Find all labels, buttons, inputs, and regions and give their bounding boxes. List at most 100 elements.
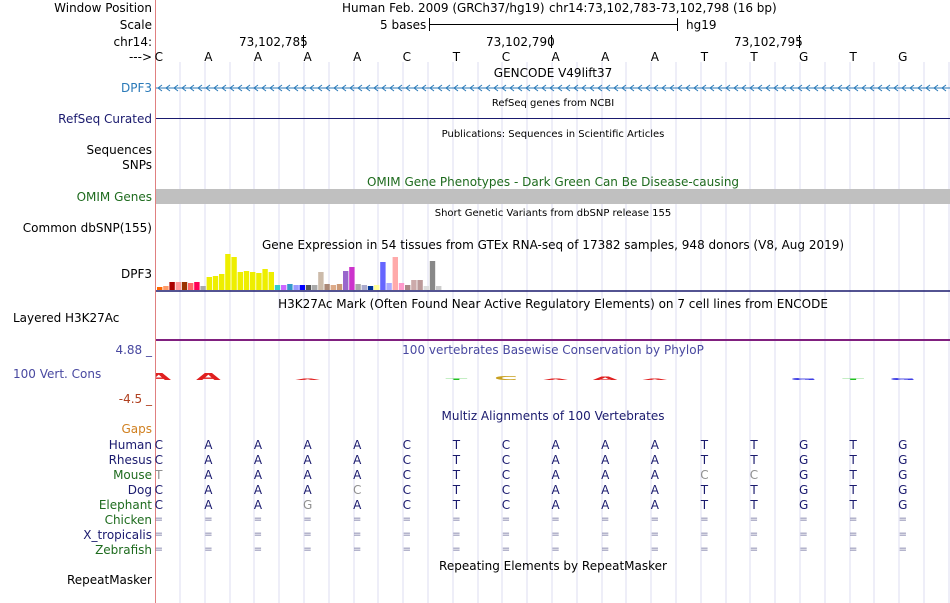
gtex-tissue-bar[interactable]: [343, 271, 349, 290]
alignment-base: A: [253, 498, 263, 512]
gtex-tissue-bar[interactable]: [429, 261, 436, 290]
gtex-tissue-bar[interactable]: [380, 262, 386, 290]
alignment-base: C: [352, 483, 362, 497]
gtex-tissue-bar[interactable]: [361, 285, 367, 290]
strand-chevron: [205, 84, 211, 92]
gtex-tissue-bar[interactable]: [423, 286, 429, 290]
gtex-tissue-bar[interactable]: [367, 286, 374, 290]
refseq-curated-label[interactable]: RefSeq Curated: [58, 112, 152, 126]
window-position-label[interactable]: Window Position: [54, 1, 152, 15]
gtex-tissue-bar[interactable]: [392, 257, 398, 290]
species-label[interactable]: Mouse: [113, 468, 152, 482]
scale-label[interactable]: Scale: [119, 18, 152, 32]
gtex-tissue-bar[interactable]: [436, 286, 442, 290]
gtex-tissue-bar[interactable]: [398, 283, 405, 290]
gtex-tissue-bar[interactable]: [274, 285, 281, 290]
snps-label[interactable]: SNPs: [122, 158, 152, 172]
species-label[interactable]: Zebrafish: [95, 543, 152, 557]
alignment-base: =: [452, 529, 461, 540]
alignment-base: A: [303, 483, 312, 497]
sequence-base: A: [601, 50, 610, 64]
alignment-base: G: [798, 483, 809, 497]
gtex-tissue-bar[interactable]: [312, 285, 318, 290]
gtex-tissue-bar[interactable]: [305, 285, 312, 290]
sequence-base: C: [501, 50, 511, 64]
alignment-base: T: [750, 498, 758, 512]
omim-genes-label[interactable]: OMIM Genes: [76, 190, 152, 204]
vert-cons-label[interactable]: 100 Vert. Cons: [13, 367, 102, 381]
gtex-tissue-bar[interactable]: [405, 285, 411, 290]
dpf3-gene-model[interactable]: [156, 82, 950, 94]
gtex-tissue-bar[interactable]: [330, 285, 336, 290]
gtex-tissue-bar[interactable]: [225, 254, 231, 290]
omim-gene-bar[interactable]: [156, 189, 950, 204]
gtex-tissue-bar[interactable]: [355, 284, 361, 290]
common-dbsnp-label[interactable]: Common dbSNP(155): [22, 221, 152, 235]
sequence-base: G: [798, 50, 809, 64]
gtex-tissue-bar[interactable]: [188, 283, 194, 290]
gtex-tissue-bar[interactable]: [163, 286, 169, 290]
publications-track-title: Publications: Sequences in Scientific Ar…: [441, 129, 665, 140]
gtex-tissue-bar[interactable]: [169, 282, 175, 290]
strand-chevron: [805, 84, 811, 92]
refseq-gene-line[interactable]: [156, 118, 950, 119]
gtex-tissue-bar[interactable]: [219, 274, 225, 290]
species-label[interactable]: X_tropicalis: [83, 528, 152, 542]
sequences-label[interactable]: Sequences: [86, 143, 152, 157]
gtex-tissue-bar[interactable]: [411, 280, 417, 290]
gaps-label[interactable]: Gaps: [121, 422, 152, 436]
gtex-tissue-bar[interactable]: [262, 269, 268, 290]
alignment-base: =: [848, 529, 858, 540]
alignment-base: C: [402, 483, 411, 497]
chrom-label[interactable]: chr14:: [113, 35, 152, 49]
gtex-tissue-bar[interactable]: [374, 285, 380, 290]
gtex-tissue-bar[interactable]: [250, 272, 256, 290]
alignment-base: C: [154, 498, 163, 512]
strand-chevron: [589, 84, 595, 92]
strand-chevron: [533, 84, 539, 92]
alignment-base: G: [898, 438, 908, 452]
dpf3-gtex-label[interactable]: DPF3: [120, 267, 152, 281]
gtex-tissue-bar[interactable]: [336, 284, 343, 290]
species-label[interactable]: Rhesus: [108, 453, 152, 467]
h3k27ac-signal-line[interactable]: [156, 339, 950, 341]
alignment-base: A: [204, 468, 213, 482]
gtex-tissue-bar[interactable]: [293, 285, 299, 290]
strand-chevron: [653, 84, 659, 92]
species-label[interactable]: Chicken: [104, 513, 152, 527]
gtex-tissue-bar[interactable]: [318, 272, 324, 290]
layered-h3k27ac-label[interactable]: Layered H3K27Ac: [13, 311, 120, 325]
gtex-tissue-bar[interactable]: [256, 273, 262, 290]
gtex-tissue-bar[interactable]: [181, 282, 188, 290]
species-label[interactable]: Human: [108, 438, 152, 452]
species-label[interactable]: Elephant: [98, 498, 152, 512]
strand-chevron: [677, 84, 683, 92]
gtex-tissue-bar[interactable]: [386, 283, 392, 290]
gtex-tissue-bar[interactable]: [194, 282, 200, 290]
gtex-tissue-bar[interactable]: [268, 272, 274, 290]
alignment-base: T: [700, 438, 709, 452]
gtex-tissue-bar[interactable]: [157, 287, 163, 290]
alignment-base: A: [204, 498, 213, 512]
gtex-tissue-bar[interactable]: [243, 271, 250, 290]
gtex-tissue-bar[interactable]: [212, 276, 219, 290]
gtex-tissue-bar[interactable]: [287, 284, 293, 290]
gtex-tissue-bar[interactable]: [237, 272, 243, 290]
gtex-tissue-bar[interactable]: [324, 284, 330, 290]
repeatmasker-label[interactable]: RepeatMasker: [66, 573, 152, 587]
gtex-tissue-bar[interactable]: [206, 277, 212, 290]
gtex-tissue-bar[interactable]: [175, 282, 181, 290]
gtex-tissue-bar[interactable]: [231, 257, 237, 290]
gtex-tissue-bar[interactable]: [299, 285, 305, 290]
dpf3-gencode-label[interactable]: DPF3: [120, 81, 152, 95]
gtex-expression-chart[interactable]: [156, 250, 950, 292]
gtex-tissue-bar[interactable]: [349, 267, 355, 290]
gtex-tissue-bar[interactable]: [281, 285, 287, 290]
species-label[interactable]: Dog: [127, 483, 152, 497]
gtex-tissue-bar[interactable]: [200, 286, 206, 290]
strand-label[interactable]: --->: [128, 50, 152, 64]
gtex-tissue-bar[interactable]: [417, 280, 423, 290]
alignment-base: A: [353, 453, 362, 467]
phylop-conservation-logo[interactable]: AAATCAAAGTG: [156, 360, 950, 390]
